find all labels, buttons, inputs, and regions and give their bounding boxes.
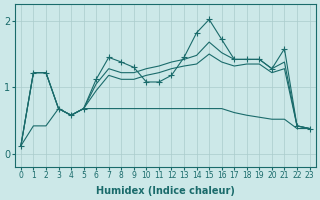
X-axis label: Humidex (Indice chaleur): Humidex (Indice chaleur) <box>96 186 235 196</box>
